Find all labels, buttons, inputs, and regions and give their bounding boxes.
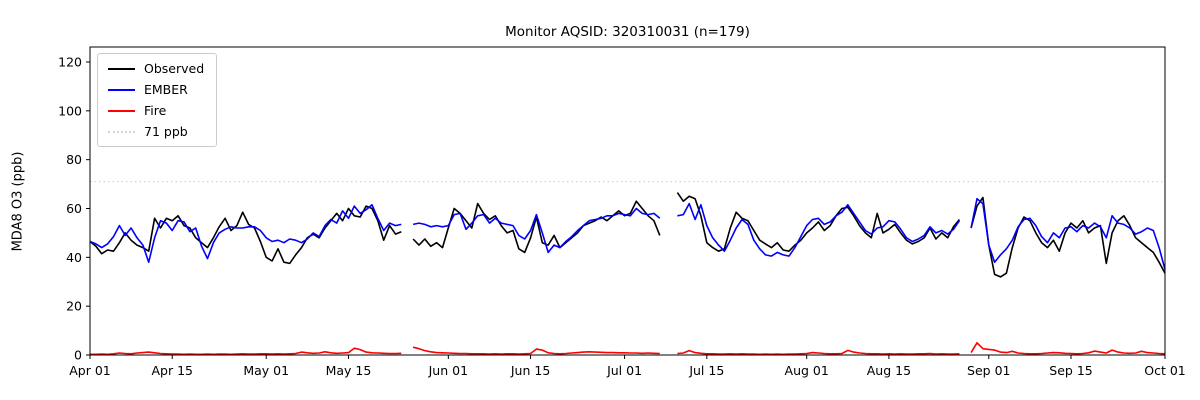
y-tick-label: 0 [74,348,82,363]
y-tick-label: 80 [66,152,82,167]
y-tick-label: 120 [58,55,82,70]
x-tick-label: Apr 15 [151,363,193,378]
x-tick-label: May 15 [326,363,372,378]
legend-item: Fire [108,103,204,118]
x-tick-label: Sep 15 [1049,363,1092,378]
legend-label: Fire [144,103,167,118]
x-tick-label: Sep 01 [967,363,1010,378]
legend-swatch-observed [108,67,135,70]
legend: Observed EMBER Fire 71 ppb [97,53,218,147]
legend-item: 71 ppb [108,124,204,139]
series-line-fire [90,342,1166,356]
legend-label: 71 ppb [144,124,188,139]
legend-label: Observed [144,61,205,76]
x-tick-label: May 01 [243,363,289,378]
legend-swatch-71-ppb [108,130,135,133]
x-tick-label: Aug 15 [867,363,911,378]
y-tick-label: 20 [66,299,82,314]
chart-title: Monitor AQSID: 320310031 (n=179) [505,24,750,40]
series-line-ember [89,197,1166,270]
legend-swatch-fire [108,109,135,112]
x-tick-label: Jul 15 [688,363,724,378]
x-tick-label: Oct 01 [1144,363,1186,378]
x-tick-label: Apr 01 [69,363,111,378]
legend-label: EMBER [144,82,188,97]
x-tick-label: Jul 01 [606,363,642,378]
y-tick-label: 40 [66,250,82,265]
series-line-observed [89,192,1166,278]
legend-swatch-ember [108,88,135,91]
x-tick-label: Aug 01 [785,363,829,378]
legend-item: EMBER [108,82,204,97]
y-tick-label: 100 [58,103,82,118]
x-tick-label: Jun 15 [510,363,550,378]
legend-item: Observed [108,61,204,76]
y-tick-label: 60 [66,201,82,216]
x-tick-label: Jun 01 [428,363,468,378]
plot-border [89,46,1166,356]
